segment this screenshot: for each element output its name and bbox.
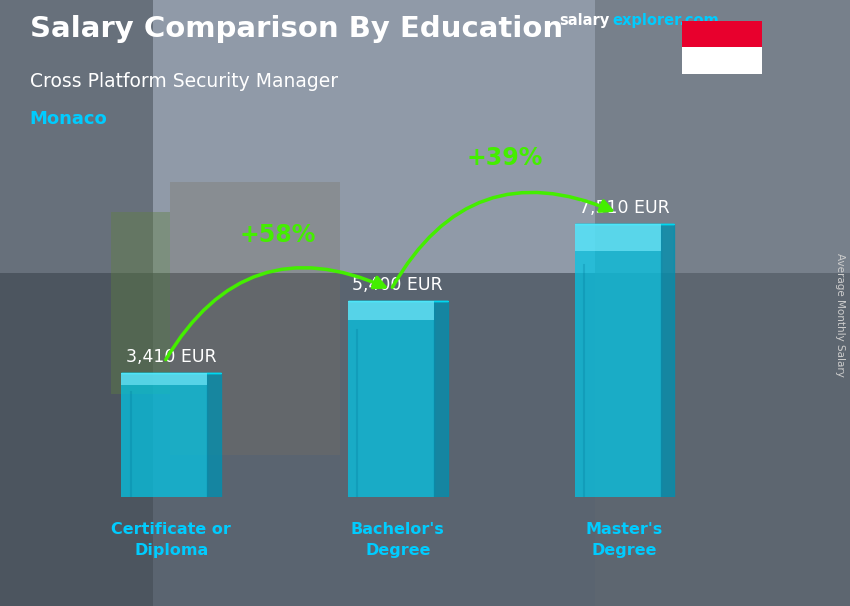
Bar — [0, 0, 153, 606]
Polygon shape — [434, 301, 448, 497]
Text: 5,400 EUR: 5,400 EUR — [353, 276, 443, 294]
Bar — [575, 224, 660, 497]
Bar — [575, 224, 660, 251]
Bar — [682, 47, 762, 74]
Text: Bachelor's
Degree: Bachelor's Degree — [351, 522, 445, 558]
Text: Master's
Degree: Master's Degree — [586, 522, 663, 558]
Bar — [0, 0, 850, 273]
Text: Monaco: Monaco — [30, 110, 107, 128]
Bar — [348, 301, 434, 497]
Bar — [348, 301, 434, 320]
Bar — [122, 373, 207, 385]
Text: 7,510 EUR: 7,510 EUR — [579, 199, 670, 218]
Bar — [170, 182, 340, 454]
Bar — [110, 212, 170, 394]
Text: Cross Platform Security Manager: Cross Platform Security Manager — [30, 72, 337, 90]
Bar — [682, 21, 762, 47]
Bar — [122, 373, 207, 497]
Bar — [0, 273, 850, 606]
Text: 3,410 EUR: 3,410 EUR — [126, 348, 217, 367]
Text: Salary Comparison By Education: Salary Comparison By Education — [30, 15, 563, 43]
Text: +58%: +58% — [240, 223, 316, 247]
Polygon shape — [207, 373, 221, 497]
Bar — [595, 0, 850, 606]
Text: explorer.com: explorer.com — [613, 13, 720, 28]
Text: +39%: +39% — [466, 147, 542, 170]
Polygon shape — [660, 224, 674, 497]
Text: salary: salary — [559, 13, 609, 28]
Text: Average Monthly Salary: Average Monthly Salary — [835, 253, 845, 377]
Text: Certificate or
Diploma: Certificate or Diploma — [111, 522, 231, 558]
